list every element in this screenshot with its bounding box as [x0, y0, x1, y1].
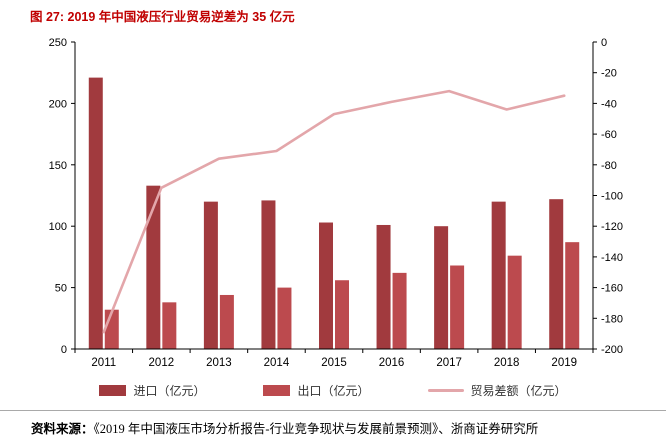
svg-text:-140: -140	[601, 252, 623, 264]
legend-item-import: 进口（亿元）	[99, 382, 205, 399]
trade-combo-chart: 0 50 100 150 200 250 0 -20 -40 -60 -80 -100 -120 -140…	[49, 37, 623, 369]
source-note: 资料来源：《2019 年中国液压市场分析报告-行业竞争现状与发展前景预测》、浙商…	[0, 410, 666, 447]
svg-text:-200: -200	[601, 344, 623, 356]
balance-line-swatch	[427, 389, 464, 392]
source-label: 资料来源：	[31, 422, 94, 436]
import-swatch	[99, 385, 127, 396]
svg-text:-180: -180	[601, 313, 623, 325]
svg-text:2013: 2013	[206, 357, 232, 369]
svg-text:2014: 2014	[264, 357, 290, 369]
svg-text:2019: 2019	[551, 357, 577, 369]
svg-text:2016: 2016	[379, 357, 405, 369]
svg-text:2012: 2012	[149, 357, 175, 369]
chart-title: 图 27: 2019 年中国液压行业贸易逆差为 35 亿元	[30, 10, 295, 24]
axes	[71, 41, 597, 353]
legend-item-export: 出口（亿元）	[263, 382, 370, 399]
svg-text:2017: 2017	[436, 357, 462, 369]
trade-balance-line	[102, 89, 566, 334]
legend-label-balance: 贸易差额（亿元）	[470, 384, 567, 398]
svg-text:-20: -20	[601, 68, 617, 80]
svg-text:-60: -60	[601, 129, 617, 141]
chart-area: 0 50 100 150 200 250 0 -20 -40 -60 -80 -100 -120 -140…	[0, 32, 666, 377]
legend-label-export: 出口（亿元）	[297, 384, 370, 398]
svg-text:100: 100	[49, 221, 67, 233]
source-text: 《2019 年中国液压市场分析报告-行业竞争现状与发展前景预测》、浙商证券研究所	[93, 422, 539, 436]
svg-text:200: 200	[49, 98, 67, 110]
legend-label-import: 进口（亿元）	[133, 384, 206, 398]
chart-legend: 进口（亿元） 出口（亿元） 贸易差额（亿元）	[0, 382, 666, 399]
svg-text:250: 250	[49, 37, 67, 49]
svg-text:2011: 2011	[91, 357, 116, 369]
svg-text:150: 150	[49, 160, 67, 172]
export-swatch	[263, 385, 291, 396]
svg-text:50: 50	[55, 283, 67, 295]
svg-text:-80: -80	[601, 160, 617, 172]
svg-text:-40: -40	[601, 98, 617, 110]
legend-item-balance: 贸易差额（亿元）	[427, 382, 567, 399]
import-bars	[88, 77, 564, 349]
svg-text:2015: 2015	[321, 357, 347, 369]
svg-text:-120: -120	[601, 221, 623, 233]
svg-text:0: 0	[601, 37, 607, 49]
svg-text:2018: 2018	[494, 357, 520, 369]
export-bars	[104, 242, 580, 349]
svg-text:-160: -160	[601, 283, 623, 295]
svg-text:0: 0	[61, 344, 67, 356]
svg-text:-100: -100	[601, 191, 623, 203]
